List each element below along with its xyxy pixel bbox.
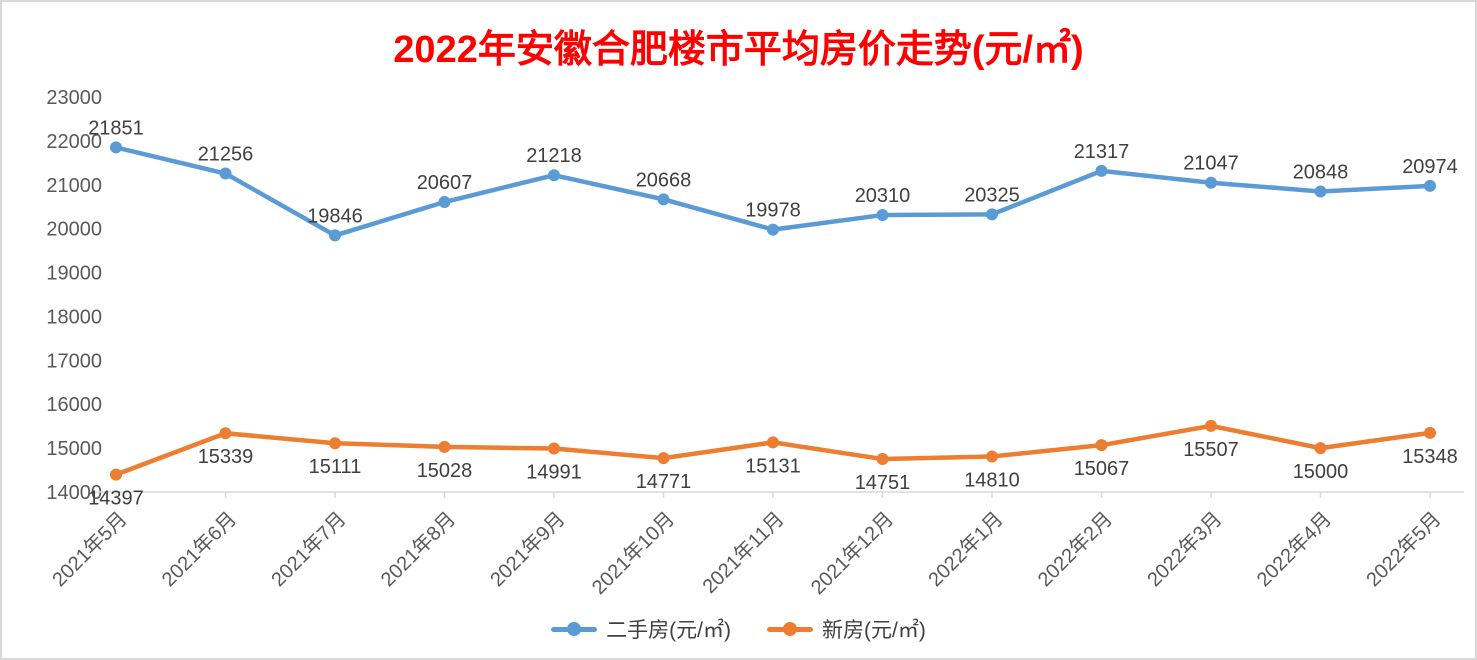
y-tick-label: 21000 xyxy=(46,175,102,197)
data-label: 20974 xyxy=(1402,156,1458,178)
data-point xyxy=(548,169,560,182)
legend-marker-line xyxy=(767,622,813,636)
legend-marker-dot xyxy=(567,622,582,636)
data-label: 14751 xyxy=(855,472,911,494)
data-label: 15028 xyxy=(417,460,473,482)
data-point xyxy=(767,223,779,236)
y-tick-label: 15000 xyxy=(46,438,102,460)
data-point xyxy=(219,167,232,180)
chart-title: 2022年安徽合肥楼市平均房价走势(元/㎡) xyxy=(393,29,1084,71)
data-point xyxy=(1095,164,1108,177)
data-point xyxy=(329,437,341,450)
data-point xyxy=(657,193,670,206)
data-label: 14991 xyxy=(526,462,582,484)
x-tick-label: 2022年3月 xyxy=(1143,507,1227,591)
x-tick-label: 2021年7月 xyxy=(267,507,351,591)
data-point xyxy=(1205,419,1217,432)
data-point xyxy=(110,468,122,481)
data-point xyxy=(657,452,670,465)
data-point xyxy=(219,427,232,440)
x-tick-label: 2022年2月 xyxy=(1033,507,1117,591)
data-label: 14771 xyxy=(636,471,692,493)
data-label: 20607 xyxy=(417,172,473,194)
data-point xyxy=(986,450,998,463)
data-label: 14810 xyxy=(964,469,1020,491)
x-tick-label: 2021年5月 xyxy=(48,507,132,591)
x-tick-label: 2022年4月 xyxy=(1252,507,1336,591)
data-label: 21047 xyxy=(1183,153,1239,175)
data-label: 15507 xyxy=(1183,439,1239,461)
data-point xyxy=(1314,442,1327,455)
y-tick-label: 19000 xyxy=(46,263,102,285)
x-tick-label: 2022年5月 xyxy=(1362,507,1446,591)
data-label: 19846 xyxy=(307,205,363,227)
data-point xyxy=(1314,185,1327,198)
legend-marker-line xyxy=(551,622,598,636)
data-label: 21256 xyxy=(198,144,254,166)
data-point xyxy=(438,440,451,453)
x-tick-label: 2021年6月 xyxy=(157,507,241,591)
data-label: 21317 xyxy=(1074,141,1130,163)
data-point xyxy=(110,141,122,154)
data-point xyxy=(1424,426,1436,439)
x-tick-label: 2022年1月 xyxy=(924,507,1008,591)
data-label: 15111 xyxy=(309,456,362,478)
legend-item: 新房(元/㎡) xyxy=(767,614,926,644)
y-tick-label: 23000 xyxy=(46,87,102,109)
data-label: 15067 xyxy=(1074,458,1130,480)
legend-label: 新房(元/㎡) xyxy=(822,619,926,642)
data-label: 20325 xyxy=(964,184,1020,206)
data-point xyxy=(767,436,779,449)
data-label: 15131 xyxy=(745,455,801,477)
x-tick-label: 2021年12月 xyxy=(806,507,898,599)
y-tick-label: 17000 xyxy=(46,350,102,372)
data-point xyxy=(1424,179,1436,192)
chart-legend: 二手房(元/㎡) 新房(元/㎡) xyxy=(2,614,1475,644)
y-tick-label: 14000 xyxy=(46,482,102,504)
data-point xyxy=(438,196,451,209)
x-tick-label: 2021年10月 xyxy=(587,507,679,599)
data-label: 20848 xyxy=(1293,161,1349,183)
y-tick-label: 22000 xyxy=(46,131,102,153)
data-label: 19978 xyxy=(745,200,801,222)
data-point xyxy=(329,229,341,242)
data-label: 20310 xyxy=(855,185,911,207)
data-point xyxy=(876,209,889,222)
x-tick-label: 2021年9月 xyxy=(486,507,570,591)
data-label: 15000 xyxy=(1293,461,1349,483)
legend-item: 二手房(元/㎡) xyxy=(551,614,731,644)
data-label: 15339 xyxy=(198,446,254,468)
y-tick-label: 18000 xyxy=(46,306,102,328)
data-point xyxy=(986,208,998,221)
data-point xyxy=(1205,176,1217,189)
data-label: 21218 xyxy=(526,145,582,167)
y-tick-label: 20000 xyxy=(46,219,102,241)
x-tick-label: 2021年8月 xyxy=(376,507,460,591)
data-label: 20668 xyxy=(636,169,692,191)
data-label: 15348 xyxy=(1402,446,1458,468)
legend-marker-dot xyxy=(783,622,797,636)
data-point xyxy=(548,442,560,455)
data-label: 14397 xyxy=(88,488,144,510)
legend-label: 二手房(元/㎡) xyxy=(606,619,731,642)
data-label: 21851 xyxy=(88,117,144,139)
data-point xyxy=(876,453,889,466)
data-point xyxy=(1095,439,1108,452)
y-tick-label: 16000 xyxy=(46,394,102,416)
x-tick-label: 2021年11月 xyxy=(698,507,789,598)
